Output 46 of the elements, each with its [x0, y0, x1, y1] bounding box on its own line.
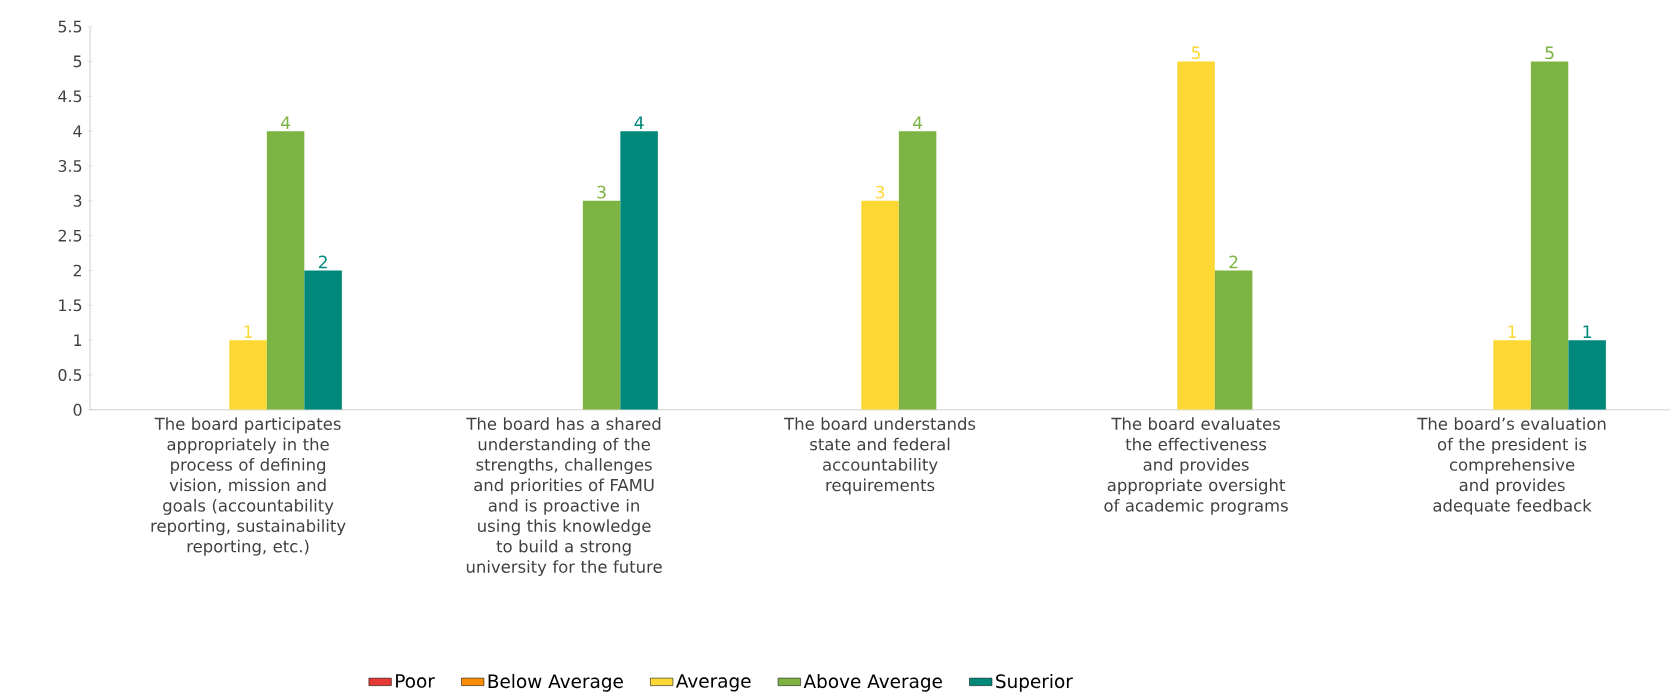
bar [1530, 61, 1569, 410]
legend-label: Below Average [488, 673, 623, 692]
legend-label: Above Average [803, 673, 942, 692]
bar [304, 270, 342, 410]
data-label: 4 [634, 116, 644, 129]
y-tick-label: 2.5 [58, 229, 82, 242]
y-tick-label: 4 [73, 125, 82, 137]
bar [620, 131, 658, 410]
y-tick-label: 3.5 [58, 159, 82, 172]
data-label: 1 [244, 325, 252, 338]
y-tick-label: 3 [73, 194, 82, 207]
data-label: 1 [1508, 325, 1516, 338]
bar [861, 200, 899, 410]
y-tick-label: 1.5 [59, 299, 82, 312]
data-label: 4 [912, 116, 923, 129]
x-tick-label: The board has a shared understanding of the strengths, challenges and priorities of FAMU and is proactive in using this knowledge to build a strong university for the future [466, 417, 662, 576]
bar [1214, 270, 1253, 410]
data-label: 4 [280, 116, 291, 129]
bar [1493, 340, 1531, 410]
bar [582, 200, 621, 410]
x-tick-label: The board participates appropriately in the process of defining vision, mission and goals (accountability reporting, sustainability reporting, etc.) [151, 417, 346, 556]
y-tick-label: 1 [74, 334, 82, 346]
x-tick-label: The board understands state and federal accountability requirements [784, 417, 976, 495]
bar [266, 131, 305, 410]
y-tick-label: 5 [73, 55, 82, 68]
y-tick-label: 0 [73, 403, 82, 416]
x-tick-label: The board evaluates the effectiveness and provides appropriate oversight of academic programs [1104, 417, 1288, 515]
legend-label: Poor [396, 674, 435, 688]
y-tick-label: 0.5 [58, 368, 82, 381]
data-label: 3 [597, 185, 606, 199]
data-label: 1 [1583, 325, 1591, 338]
y-tick-label: 5.5 [58, 20, 82, 33]
y-tick-label: 4.5 [58, 90, 82, 103]
data-label: 5 [1545, 46, 1554, 60]
data-label: 5 [1191, 46, 1201, 60]
bar [1177, 61, 1215, 410]
legend-label: Average [675, 674, 751, 692]
legend-label: Superior [996, 673, 1073, 692]
data-label: 2 [1229, 255, 1238, 269]
data-label: 3 [875, 185, 885, 199]
bar [898, 131, 937, 410]
bar [229, 340, 267, 410]
y-tick-label: 2 [73, 264, 82, 277]
x-tick-label: The board’s evaluation of the president is comprehensive and provides adequate feedback [1417, 417, 1606, 515]
bar [1568, 340, 1606, 410]
data-label: 2 [318, 255, 327, 269]
